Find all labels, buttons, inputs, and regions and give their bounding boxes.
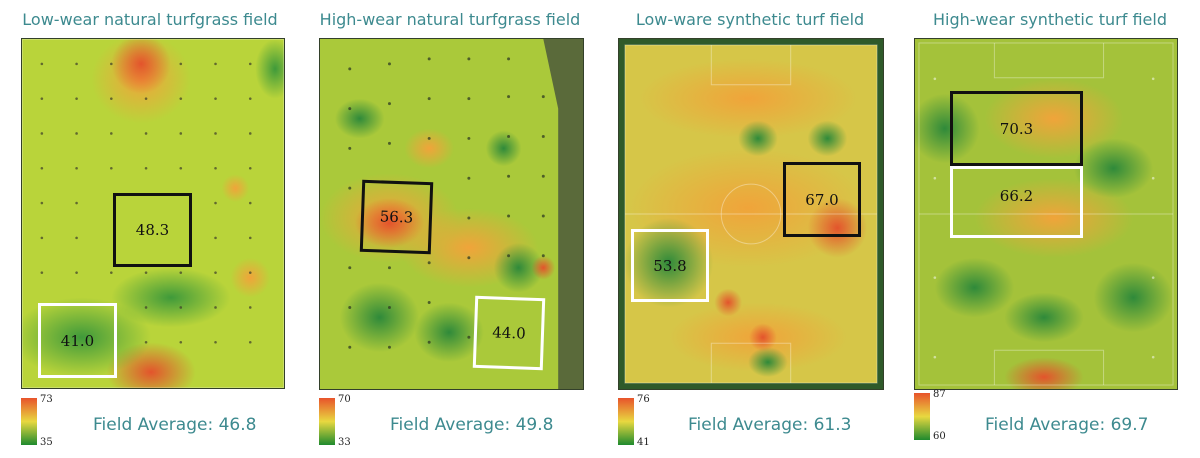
field-average: Field Average: 49.8: [390, 415, 554, 435]
zone-light-value: 41.0: [60, 331, 95, 350]
panel-title: Low-ware synthetic turf field: [635, 10, 865, 29]
sample-zone-dark: 56.3: [359, 179, 434, 255]
panel-low-ware-synthetic: Low-ware synthetic turf field: [600, 0, 900, 458]
heatmap-field: 56.3 44.0: [319, 38, 584, 390]
zone-light-value: 53.8: [653, 256, 687, 275]
zone-dark-value: 48.3: [135, 221, 170, 239]
zone-light-value: 66.2: [999, 187, 1034, 205]
panel-title: High-wear natural turfgrass field: [319, 10, 581, 29]
sample-zone-light: 41.0: [38, 303, 117, 378]
zone-light-value: 44.0: [491, 323, 527, 343]
heatmap-field: 53.8 67.0: [618, 38, 884, 390]
scale-max-value: 70: [338, 394, 351, 405]
heatmap-image: [22, 39, 284, 388]
heatmap-image: [320, 39, 583, 389]
color-scale-bar: [618, 398, 634, 445]
sample-zone-dark: 48.3: [113, 193, 192, 267]
color-scale-bar: [914, 393, 930, 440]
zone-dark-value: 70.3: [999, 119, 1034, 138]
scale-max-value: 73: [40, 394, 53, 405]
panel-high-wear-natural: High-wear natural turfgrass field: [300, 0, 600, 458]
sample-zone-light: 44.0: [472, 295, 546, 371]
heatmap-field: 48.3 41.0: [21, 38, 285, 389]
field-average: Field Average: 69.7: [985, 415, 1149, 435]
panel-title: High-wear synthetic turf field: [933, 10, 1167, 29]
heatmap-image: [619, 39, 883, 389]
scale-max-value: 87: [933, 389, 946, 400]
scale-min-value: 41: [637, 437, 650, 448]
panel-low-wear-natural: Low-wear natural turfgrass field: [0, 0, 300, 458]
zone-dark-value: 56.3: [379, 207, 414, 227]
heatmap-image: [915, 39, 1177, 389]
sample-zone-dark: 67.0: [783, 162, 861, 237]
scale-min-value: 33: [338, 437, 351, 448]
panel-high-wear-synthetic: High-wear synthetic turf field: [900, 0, 1200, 458]
zone-dark-value: 67.0: [805, 190, 839, 209]
sample-zone-dark: 70.3: [950, 91, 1083, 166]
sample-zone-light: 53.8: [631, 229, 709, 302]
heatmap-field: 70.3 66.2: [914, 38, 1178, 390]
color-scale-bar: [319, 398, 335, 445]
panel-title: Low-wear natural turfgrass field: [22, 10, 278, 29]
scale-max-value: 76: [637, 394, 650, 405]
scale-min-value: 35: [40, 437, 53, 448]
sample-zone-light: 66.2: [950, 166, 1083, 238]
scale-min-value: 60: [933, 431, 946, 442]
color-scale-bar: [21, 398, 37, 445]
field-average: Field Average: 61.3: [688, 415, 852, 435]
field-average: Field Average: 46.8: [93, 415, 257, 435]
